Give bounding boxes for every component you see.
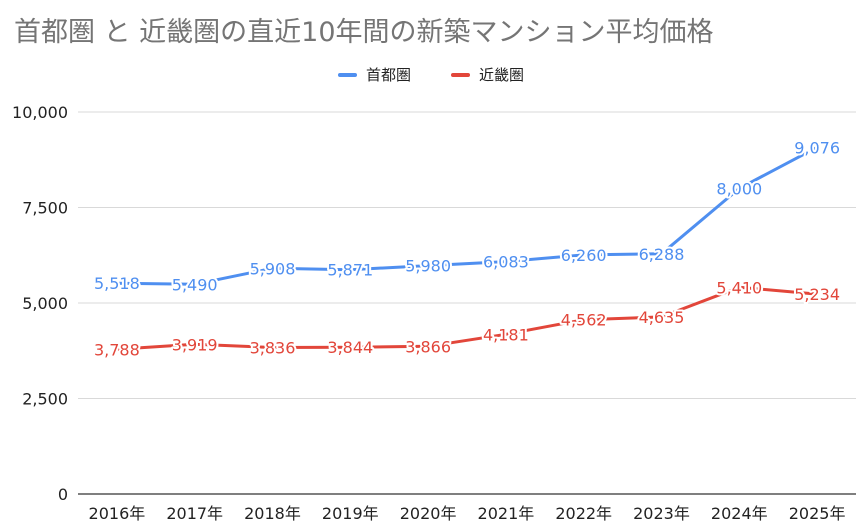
data-label-series-1: 5,518 (94, 274, 140, 293)
y-tick-label: 2,500 (22, 390, 68, 409)
y-tick-label: 5,000 (22, 294, 68, 313)
y-tick-label: 7,500 (22, 199, 68, 218)
data-label-series-1: 5,490 (172, 275, 218, 294)
grid-layer (78, 111, 856, 399)
y-tick-label: 10,000 (12, 103, 68, 122)
data-label-series-2: 3,844 (327, 338, 373, 357)
data-label-series-2: 4,562 (561, 311, 607, 330)
series-line-1 (115, 145, 819, 286)
axis-layer: 0 2,500 5,000 7,500 10,000 2016年 2017年 2018年 201… (12, 103, 856, 523)
legend-label-series-1: 首都圏 (366, 66, 411, 84)
data-label-series-2: 4,181 (483, 325, 529, 344)
data-label-series-1: 5,908 (250, 259, 296, 278)
data-label-series-2: 3,836 (250, 338, 296, 357)
chart-title: 首都圏 と 近畿圏の直近10年間の新築マンション平均価格 (14, 17, 714, 48)
x-tick-label: 2021年 (478, 504, 535, 523)
data-label-series-2: 3,788 (94, 340, 140, 359)
series-layer (115, 145, 819, 351)
data-label-series-1: 8,000 (716, 179, 762, 198)
series-line-2 (115, 285, 819, 351)
x-tick-label: 2022年 (555, 504, 612, 523)
data-label-series-1: 5,980 (405, 257, 451, 276)
data-label-series-1: 9,076 (794, 138, 840, 157)
x-tick-label: 2024年 (711, 504, 768, 523)
x-tick-label: 2017年 (166, 504, 223, 523)
x-tick-label: 2016年 (89, 504, 146, 523)
data-label-series-1: 6,288 (639, 245, 685, 264)
data-label-series-2: 3,919 (172, 335, 218, 354)
data-label-layer: 5,518 5,490 5,908 5,871 5,980 6,083 6,260 6,288… (92, 136, 842, 361)
data-label-series-2: 5,410 (716, 278, 762, 297)
legend-item-series-1: 首都圏 (338, 66, 411, 84)
x-tick-label: 2018年 (244, 504, 301, 523)
data-label-series-1: 6,260 (561, 246, 607, 265)
legend-item-series-2: 近畿圏 (451, 66, 524, 84)
data-label-series-2: 4,635 (639, 308, 685, 327)
x-tick-label: 2023年 (633, 504, 690, 523)
x-tick-label: 2025年 (789, 504, 846, 523)
data-label-series-1: 5,871 (327, 261, 373, 280)
data-label-series-1: 6,083 (483, 253, 529, 272)
legend-label-series-2: 近畿圏 (479, 66, 524, 84)
data-label-series-2: 3,866 (405, 337, 451, 356)
x-tick-label: 2019年 (322, 504, 379, 523)
data-label-series-2: 5,234 (794, 285, 840, 304)
x-tick-label: 2020年 (400, 504, 457, 523)
chart-legend: 首都圏 近畿圏 (338, 66, 524, 84)
y-tick-label: 0 (58, 485, 68, 504)
